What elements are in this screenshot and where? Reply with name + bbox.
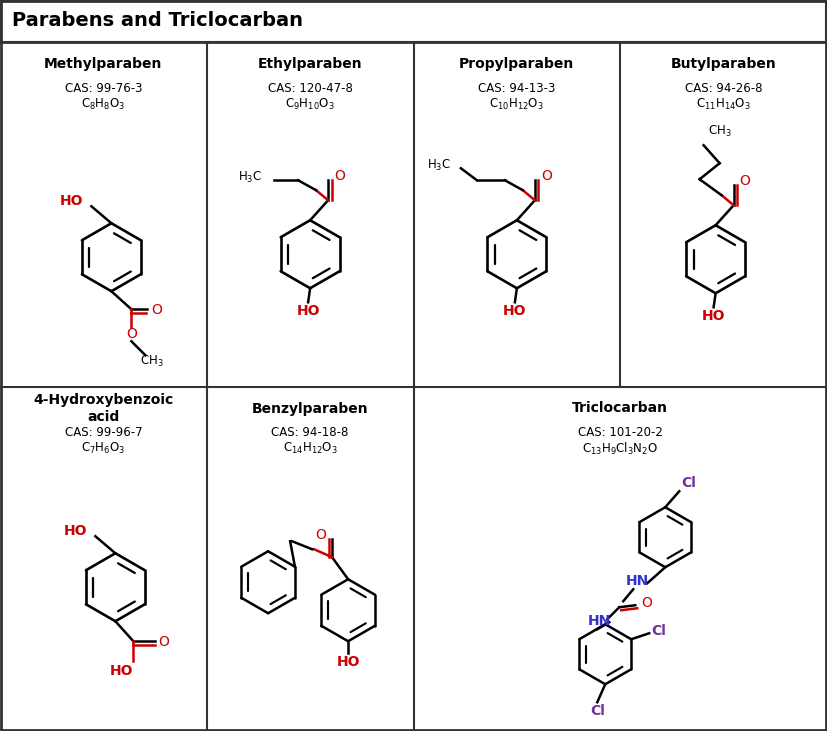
Text: Butylparaben: Butylparaben [671, 57, 777, 71]
Text: H$_3$C: H$_3$C [427, 158, 451, 173]
Text: HO: HO [337, 655, 360, 670]
Text: Parabens and Triclocarban: Parabens and Triclocarban [12, 12, 303, 31]
Text: $\mathrm{C}_{9}\mathrm{H}_{10}\mathrm{O}_{3}$: $\mathrm{C}_{9}\mathrm{H}_{10}\mathrm{O}… [285, 96, 335, 112]
Text: 4-Hydroxybenzoic
acid: 4-Hydroxybenzoic acid [33, 393, 174, 423]
Text: $\mathrm{C}_{7}\mathrm{H}_{6}\mathrm{O}_{3}$: $\mathrm{C}_{7}\mathrm{H}_{6}\mathrm{O}_… [81, 441, 126, 456]
Text: $\mathrm{C}_{14}\mathrm{H}_{12}\mathrm{O}_{3}$: $\mathrm{C}_{14}\mathrm{H}_{12}\mathrm{O… [283, 441, 337, 456]
Text: HO: HO [503, 304, 527, 318]
Text: O: O [541, 170, 552, 183]
Text: O: O [334, 170, 345, 183]
Text: CH$_3$: CH$_3$ [140, 354, 163, 369]
Text: HO: HO [296, 304, 320, 318]
Text: CAS: 120-47-8: CAS: 120-47-8 [268, 81, 352, 94]
Text: $\mathrm{C}_{13}\mathrm{H}_{9}\mathrm{Cl}_{3}\mathrm{N}_{2}\mathrm{O}$: $\mathrm{C}_{13}\mathrm{H}_{9}\mathrm{Cl… [582, 441, 658, 457]
Text: $\mathrm{C}_{8}\mathrm{H}_{8}\mathrm{O}_{3}$: $\mathrm{C}_{8}\mathrm{H}_{8}\mathrm{O}_… [81, 96, 126, 112]
Text: O: O [315, 529, 326, 542]
Text: $\mathrm{C}_{10}\mathrm{H}_{12}\mathrm{O}_{3}$: $\mathrm{C}_{10}\mathrm{H}_{12}\mathrm{O… [490, 96, 544, 112]
Text: O: O [159, 635, 170, 649]
Text: Benzylparaben: Benzylparaben [251, 401, 369, 415]
Text: O: O [126, 327, 136, 341]
Text: CAS: 99-76-3: CAS: 99-76-3 [65, 81, 142, 94]
Text: HO: HO [110, 664, 133, 678]
Text: Propylparaben: Propylparaben [459, 57, 575, 71]
Text: CAS: 94-13-3: CAS: 94-13-3 [478, 81, 556, 94]
Text: $\mathrm{C}_{11}\mathrm{H}_{14}\mathrm{O}_{3}$: $\mathrm{C}_{11}\mathrm{H}_{14}\mathrm{O… [696, 96, 751, 112]
Text: O: O [151, 303, 162, 317]
Text: CAS: 101-20-2: CAS: 101-20-2 [578, 426, 662, 439]
Text: HO: HO [64, 524, 88, 538]
Text: HO: HO [702, 309, 725, 323]
Text: O: O [739, 174, 750, 189]
Text: Cl: Cl [651, 624, 666, 638]
Text: Ethylparaben: Ethylparaben [258, 57, 362, 71]
Text: O: O [641, 596, 653, 610]
Text: CAS: 94-18-8: CAS: 94-18-8 [271, 426, 349, 439]
Text: CAS: 94-26-8: CAS: 94-26-8 [685, 81, 762, 94]
Text: HN: HN [625, 575, 649, 588]
Text: Triclocarban: Triclocarban [572, 401, 668, 415]
Text: HO: HO [60, 194, 84, 208]
Text: Methylparaben: Methylparaben [44, 57, 163, 71]
Text: Cl: Cl [590, 704, 605, 719]
Bar [1, 1, 826, 42]
Text: H$_3$C: H$_3$C [238, 170, 262, 185]
Text: HN: HN [588, 614, 611, 628]
Text: CAS: 99-96-7: CAS: 99-96-7 [65, 426, 142, 439]
Text: Cl: Cl [681, 477, 696, 491]
Text: CH$_3$: CH$_3$ [708, 124, 731, 139]
